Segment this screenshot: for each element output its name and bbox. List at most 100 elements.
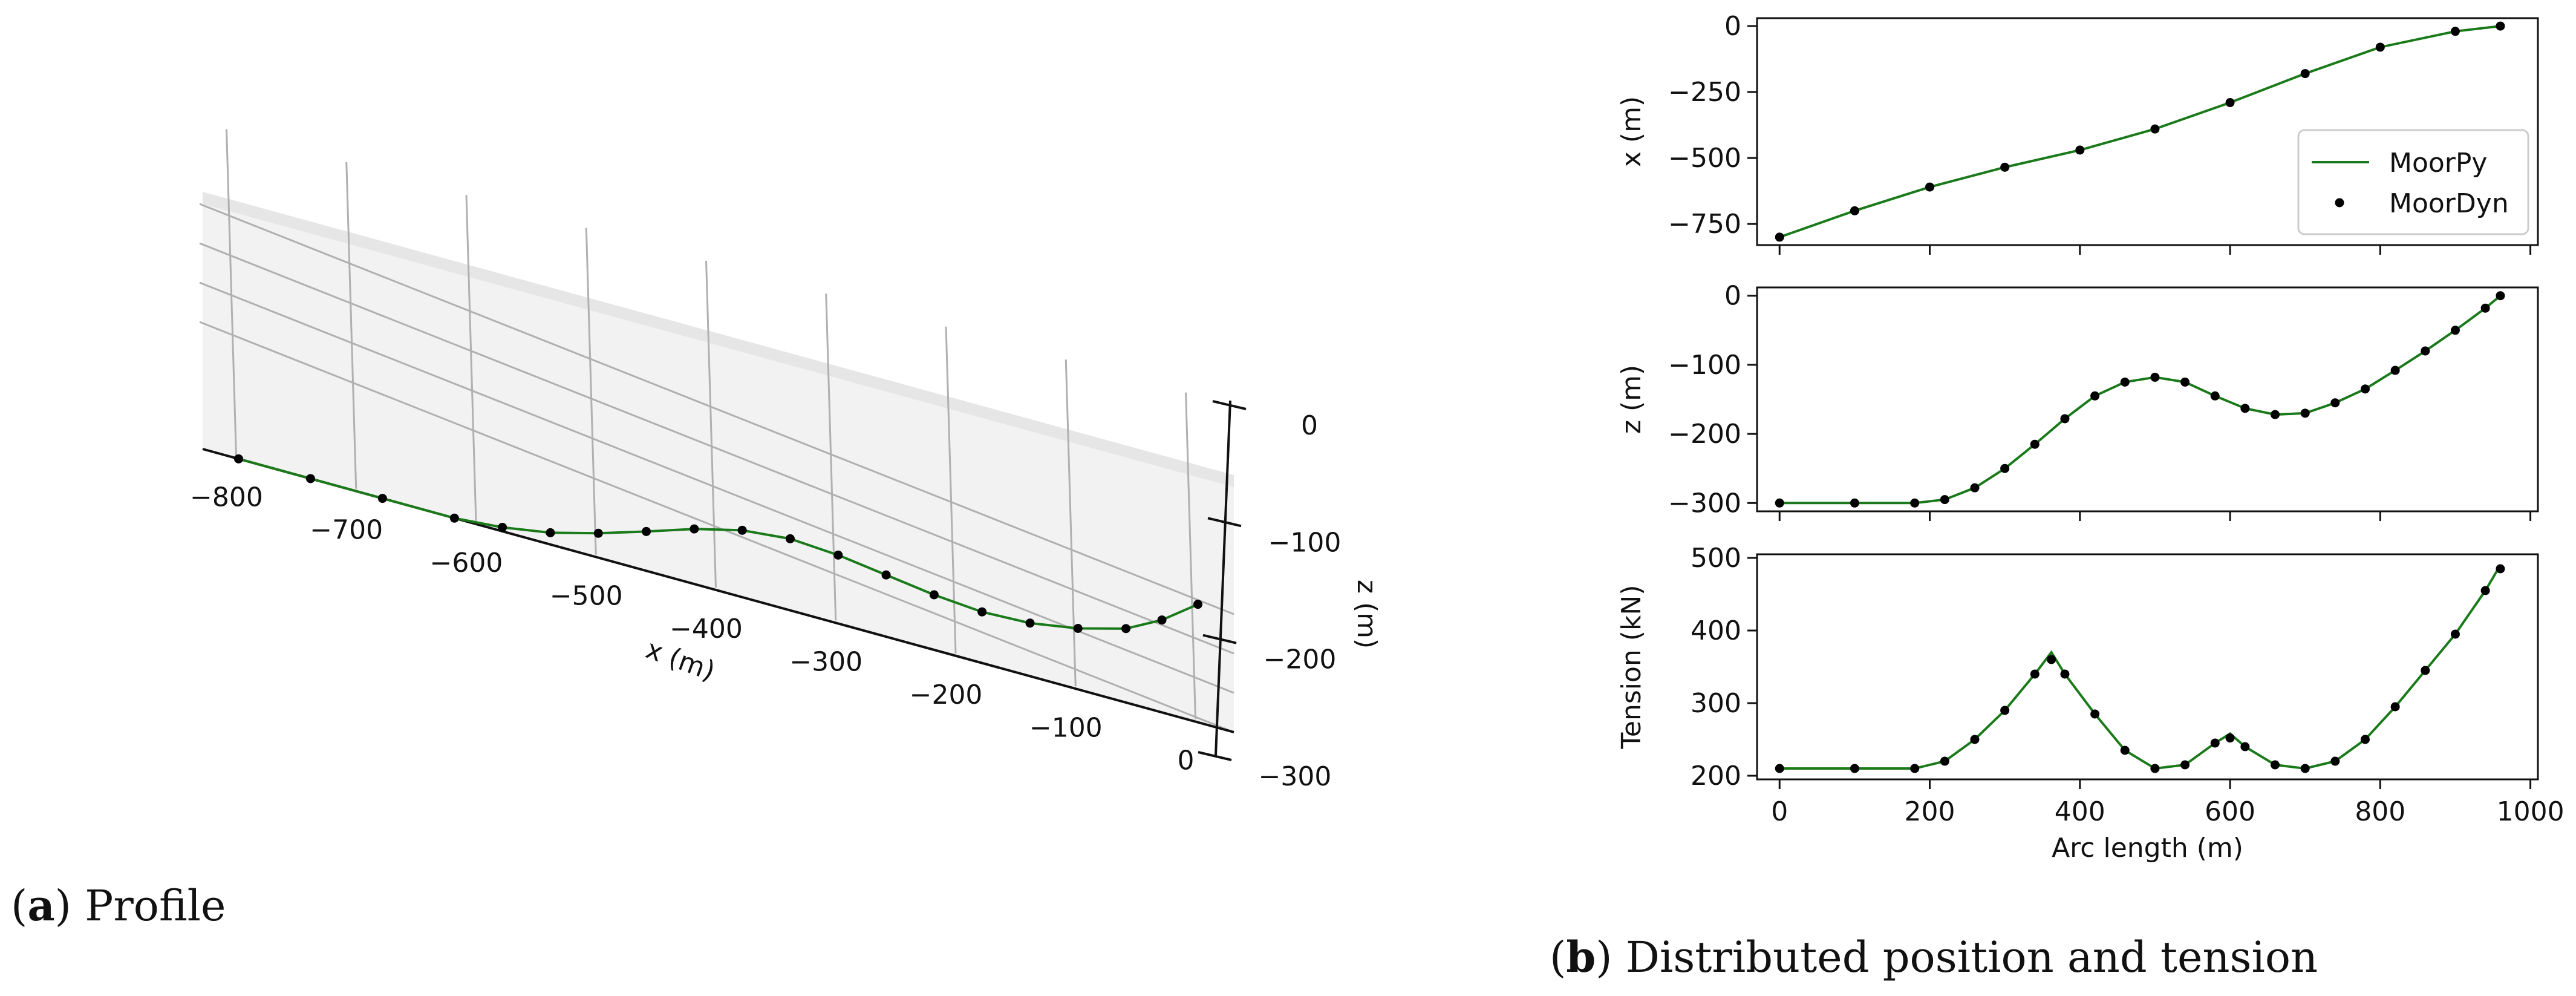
moordyn-point-3-2 [1910, 764, 1920, 773]
y-tick-label-1-0: 0 [1724, 11, 1741, 42]
moordyn-point-3-9 [2090, 709, 2100, 719]
moordyn-point-2-2 [1910, 498, 1920, 508]
moordyn-point-3d-5 [546, 528, 555, 537]
caption-a-letter: a [27, 880, 55, 931]
moordyn-point-3d-8 [690, 524, 699, 534]
y-tick-label-2-0: 0 [1724, 281, 1741, 312]
pane-3d [203, 204, 1234, 732]
caption-a-text: Profile [85, 881, 226, 931]
moordyn-point-2-9 [2120, 377, 2130, 387]
z-axis-line [1215, 400, 1231, 756]
y-tick-label-3-1: 300 [1691, 688, 1741, 719]
grid-vertical-7 [1065, 359, 1077, 687]
moordyn-point-3-5 [2000, 706, 2010, 715]
moordyn-point-2-8 [2090, 391, 2100, 401]
z-tick-label-1: −100 [1268, 527, 1342, 558]
moordyn-point-3-10 [2120, 745, 2130, 755]
grid-vertical-6 [945, 326, 957, 654]
moordyn-point-1-0 [1775, 232, 1784, 242]
moordyn-point-1-8 [2375, 42, 2385, 52]
z-tick-2 [1202, 634, 1237, 644]
moordyn-point-1-1 [1850, 206, 1859, 215]
y-axis-label-2: z (m) [1616, 365, 1647, 434]
moordyn-point-2-22 [2496, 291, 2505, 301]
z-tick-3 [1198, 751, 1232, 761]
x-tick-label-2: 400 [2055, 796, 2105, 827]
moordyn-point-3-12 [2180, 760, 2190, 770]
moordyn-point-3d-0 [233, 454, 243, 464]
z-tick-0 [1212, 400, 1247, 410]
moordyn-point-2-17 [2360, 384, 2370, 394]
moordyn-point-3-4 [1970, 735, 1980, 744]
moordyn-point-2-14 [2271, 410, 2280, 419]
y-tick-label-2-2: −200 [1668, 419, 1741, 450]
moordyn-point-3-0 [1775, 764, 1784, 773]
moordyn-point-3-11 [2150, 764, 2160, 773]
moordyn-point-2-12 [2210, 391, 2220, 401]
moordyn-point-3-20 [2390, 702, 2400, 712]
panel-a-3d-profile: −800 −700 −600 −500 −400 −300 −200 −100 0 0 −100 −2… [190, 129, 1382, 792]
series-moorpy-line-2 [1779, 295, 2502, 505]
moordyn-point-3d-15 [1025, 618, 1035, 628]
grid-vertical-1 [345, 162, 357, 489]
moordyn-point-2-10 [2150, 372, 2160, 382]
y-tick-label-1-3: −750 [1668, 209, 1741, 240]
moordyn-point-3-21 [2421, 666, 2430, 675]
legend-moordyn-label: MoorDyn [2389, 188, 2509, 219]
moordyn-point-1-2 [1925, 182, 1935, 192]
legend-moordyn-swatch [2335, 198, 2344, 208]
x-tick-label-4: −400 [670, 614, 743, 644]
panel-b-distributed: 0 −250 −500 −750 x (m) 0 −100 −200 −300 z (m) 200 3… [1616, 11, 2565, 863]
moordyn-point-1-7 [2300, 69, 2310, 79]
axes-frame-1 [1756, 17, 2539, 246]
grid-vertical-3 [585, 228, 597, 555]
moordyn-point-1-6 [2225, 98, 2235, 108]
moordyn-point-2-11 [2180, 377, 2190, 387]
x-tick-label-1: 200 [1905, 796, 1955, 827]
x-tick-label-4: 800 [2355, 796, 2405, 827]
moordyn-point-2-20 [2450, 326, 2460, 335]
series-moorpy-line-3 [1779, 564, 2502, 770]
x-tick-label-0: 0 [1771, 796, 1788, 827]
moordyn-point-2-4 [1970, 483, 1980, 493]
moordyn-point-2-0 [1775, 498, 1784, 508]
series-moorpy-line-3d [238, 457, 1199, 630]
moordyn-point-3d-17 [1121, 624, 1131, 634]
x-tick-label-0: −800 [190, 482, 263, 513]
z-tick-label-0: 0 [1301, 410, 1318, 441]
moordyn-point-3-14 [2225, 733, 2235, 743]
x-tick-label-3: −500 [550, 581, 623, 612]
moordyn-point-3d-9 [737, 525, 747, 535]
grid-horizontal-0 [199, 203, 1234, 615]
caption-a: (a) Profile [11, 880, 226, 931]
moordyn-point-3d-14 [977, 607, 987, 617]
moordyn-point-3d-4 [498, 523, 507, 532]
x-tick-label-5: −300 [789, 646, 862, 677]
moordyn-point-3d-13 [929, 590, 939, 600]
moordyn-point-3-15 [2240, 742, 2250, 752]
moordyn-point-3-13 [2210, 738, 2220, 748]
moordyn-point-2-16 [2330, 398, 2340, 408]
x-tick-label-1: −700 [310, 515, 383, 546]
moordyn-point-3d-10 [785, 534, 795, 543]
moordyn-point-1-3 [2000, 162, 2010, 172]
y-axis-label-3: Tension (kN) [1616, 585, 1647, 749]
y-tick-label-1-1: −250 [1668, 77, 1741, 108]
moordyn-point-2-19 [2421, 346, 2430, 356]
moordyn-point-3d-11 [833, 550, 843, 560]
y-axis-label-1: x (m) [1616, 96, 1647, 167]
moordyn-point-3-3 [1940, 756, 1949, 766]
axes-frame-3 [1756, 553, 2539, 781]
y-tick-label-3-3: 500 [1691, 543, 1741, 574]
x-tick-label-7: −100 [1029, 712, 1103, 743]
y-tick-label-1-2: −500 [1668, 143, 1741, 174]
caption-b-text: Distributed position and tension [1625, 932, 2318, 982]
z-tick-label-2: −200 [1264, 644, 1337, 675]
caption-b: (b) Distributed position and tension [1550, 932, 2318, 982]
moordyn-point-3d-1 [305, 474, 315, 483]
moordyn-point-2-5 [2000, 464, 2010, 473]
moordyn-point-1-5 [2150, 124, 2160, 134]
pane-3d-top [203, 192, 1234, 487]
grid-horizontal-3 [199, 321, 1234, 733]
